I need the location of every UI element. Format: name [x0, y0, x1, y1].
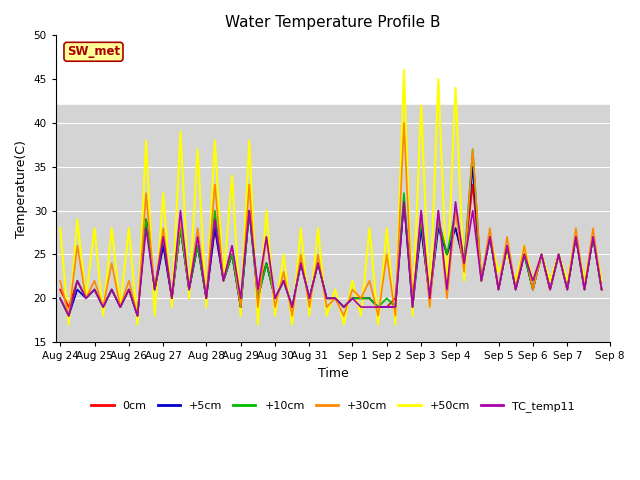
+10cm [417, 216, 425, 222]
+5cm [409, 304, 417, 310]
0cm [332, 295, 339, 301]
Line: +50cm: +50cm [60, 71, 602, 324]
+30cm [332, 295, 339, 301]
+30cm [426, 304, 433, 310]
+50cm [65, 322, 72, 327]
TC_temp11 [289, 304, 296, 310]
Line: +10cm: +10cm [60, 149, 602, 316]
0cm [134, 313, 141, 319]
+5cm [134, 313, 141, 319]
X-axis label: Time: Time [317, 367, 348, 380]
0cm [417, 225, 425, 231]
+10cm [469, 146, 477, 152]
+50cm [598, 278, 605, 284]
+10cm [332, 295, 339, 301]
TC_temp11 [400, 199, 408, 205]
+5cm [65, 313, 72, 319]
0cm [56, 287, 64, 292]
Text: SW_met: SW_met [67, 45, 120, 58]
+30cm [400, 120, 408, 126]
+5cm [365, 295, 373, 301]
+10cm [365, 295, 373, 301]
+5cm [417, 225, 425, 231]
+50cm [365, 225, 373, 231]
TC_temp11 [332, 295, 339, 301]
+10cm [409, 304, 417, 310]
+50cm [417, 103, 425, 108]
Line: +30cm: +30cm [60, 123, 602, 316]
+50cm [56, 225, 64, 231]
+10cm [598, 287, 605, 292]
+30cm [65, 313, 72, 319]
0cm [289, 304, 296, 310]
+50cm [332, 287, 339, 292]
+5cm [598, 287, 605, 292]
0cm [598, 287, 605, 292]
+30cm [289, 313, 296, 319]
0cm [409, 295, 417, 301]
+30cm [417, 208, 425, 214]
TC_temp11 [56, 295, 64, 301]
+30cm [56, 278, 64, 284]
Bar [56, 106, 611, 342]
TC_temp11 [598, 287, 605, 292]
+10cm [134, 313, 141, 319]
Line: TC_temp11: TC_temp11 [60, 202, 602, 316]
+50cm [289, 322, 296, 327]
+10cm [56, 295, 64, 301]
+5cm [289, 304, 296, 310]
TC_temp11 [426, 295, 433, 301]
+30cm [134, 313, 141, 319]
+50cm [426, 304, 433, 310]
TC_temp11 [365, 304, 373, 310]
+10cm [65, 313, 72, 319]
Line: +5cm: +5cm [60, 167, 602, 316]
Legend: 0cm, +5cm, +10cm, +30cm, +50cm, TC_temp11: 0cm, +5cm, +10cm, +30cm, +50cm, TC_temp1… [87, 397, 579, 417]
Line: 0cm: 0cm [60, 184, 602, 316]
0cm [365, 295, 373, 301]
TC_temp11 [417, 208, 425, 214]
+30cm [598, 287, 605, 292]
Bar [56, 36, 611, 106]
+5cm [56, 295, 64, 301]
+50cm [134, 322, 141, 327]
+5cm [332, 295, 339, 301]
0cm [469, 181, 477, 187]
Y-axis label: Temperature(C): Temperature(C) [15, 140, 28, 238]
+10cm [289, 304, 296, 310]
+30cm [365, 278, 373, 284]
TC_temp11 [65, 313, 72, 319]
0cm [125, 287, 132, 292]
TC_temp11 [134, 313, 141, 319]
+5cm [469, 164, 477, 170]
Title: Water Temperature Profile B: Water Temperature Profile B [225, 15, 441, 30]
+50cm [400, 68, 408, 73]
